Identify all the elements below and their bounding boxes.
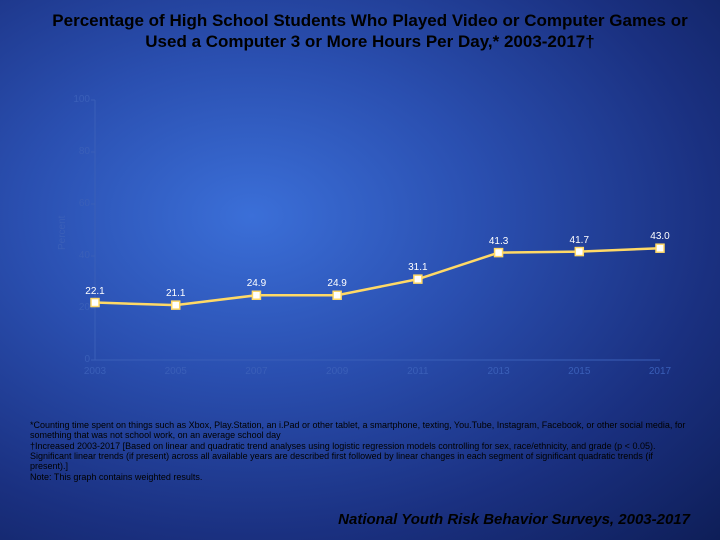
data-point-label: 24.9	[327, 278, 346, 289]
y-tick-label: 100	[60, 94, 90, 105]
x-tick-label: 2009	[326, 366, 348, 377]
data-point-label: 22.1	[85, 286, 104, 297]
y-tick-label: 80	[60, 146, 90, 157]
x-tick-label: 2017	[649, 366, 671, 377]
footnote-line: Note: This graph contains weighted resul…	[30, 472, 690, 482]
footnotes: *Counting time spent on things such as X…	[30, 420, 690, 482]
data-point-label: 41.3	[489, 236, 508, 247]
y-tick-label: 20	[60, 302, 90, 313]
source-citation: National Youth Risk Behavior Surveys, 20…	[338, 511, 690, 528]
y-tick-label: 40	[60, 250, 90, 261]
x-tick-label: 2003	[84, 366, 106, 377]
chart-title: Percentage of High School Students Who P…	[50, 10, 690, 53]
y-axis-label: Percent	[57, 216, 68, 250]
x-tick-label: 2005	[165, 366, 187, 377]
x-tick-label: 2015	[568, 366, 590, 377]
x-tick-label: 2011	[407, 366, 429, 377]
slide-root: Percentage of High School Students Who P…	[0, 0, 720, 540]
footnote-line: †Increased 2003-2017 [Based on linear an…	[30, 441, 690, 472]
data-point-label: 24.9	[247, 278, 266, 289]
y-tick-label: 60	[60, 198, 90, 209]
y-tick-label: 0	[60, 354, 90, 365]
x-tick-label: 2013	[487, 366, 509, 377]
x-tick-label: 2007	[245, 366, 267, 377]
data-point-label: 41.7	[570, 235, 589, 246]
data-point-label: 31.1	[408, 262, 427, 273]
chart-area: Percent 0 20 40 60 80 100 2003 2005 2007 2009 2011…	[55, 90, 675, 390]
data-point-label: 21.1	[166, 288, 185, 299]
data-point-label: 43.0	[650, 231, 669, 242]
footnote-line: *Counting time spent on things such as X…	[30, 420, 690, 441]
